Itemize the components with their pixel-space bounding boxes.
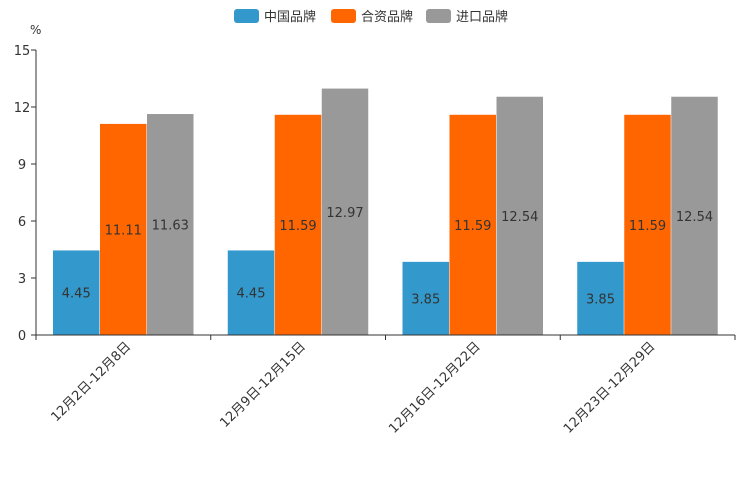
y-tick-label: 12 xyxy=(14,101,31,116)
data-label: 11.59 xyxy=(454,219,491,234)
data-label: 11.11 xyxy=(105,223,142,238)
data-label: 4.45 xyxy=(62,287,91,302)
x-tick-label: 12月2日-12月8日 xyxy=(48,339,134,425)
y-tick-label: 15 xyxy=(14,44,31,59)
y-tick-label: 0 xyxy=(18,329,26,344)
bar-3-2 xyxy=(321,88,369,335)
y-axis: 0 3 6 9 12 15 xyxy=(14,44,37,344)
data-label: 3.85 xyxy=(586,292,615,307)
bar-1-3 xyxy=(402,261,449,335)
bar-2-3 xyxy=(449,114,496,335)
bar-1-1 xyxy=(53,250,100,335)
data-label: 11.59 xyxy=(629,219,666,234)
x-tick-label: 12月9日-12月15日 xyxy=(217,339,309,431)
x-axis: 12月2日-12月8日 12月9日-12月15日 12月16日-12月22日 12月2… xyxy=(35,334,736,437)
legend-label: 进口品牌 xyxy=(456,9,508,25)
data-label: 12.54 xyxy=(676,210,713,225)
bar-2-2 xyxy=(274,114,322,335)
legend-swatch xyxy=(234,9,259,23)
legend-label: 合资品牌 xyxy=(361,9,413,25)
legend-label: 中国品牌 xyxy=(264,9,316,25)
legend-swatch xyxy=(331,9,356,23)
bar-3-1 xyxy=(147,114,194,335)
legend-swatch xyxy=(426,9,451,23)
legend: 中国品牌 合资品牌 进口品牌 xyxy=(234,9,508,25)
x-tick-label: 12月23日-12月29日 xyxy=(561,339,658,436)
x-tick-label: 12月16日-12月22日 xyxy=(386,339,483,436)
bar-2-4 xyxy=(624,114,671,335)
y-tick-label: 9 xyxy=(18,158,26,173)
bar-2-1 xyxy=(100,123,147,335)
data-label: 11.59 xyxy=(279,219,316,234)
bar-3-3 xyxy=(496,96,543,336)
data-label: 12.54 xyxy=(501,210,538,225)
bar-3-4 xyxy=(671,96,718,336)
data-label: 12.97 xyxy=(326,206,363,221)
bars-group: 4.45 11.11 11.63 4.45 11.59 12.97 3.85 11.59 12.… xyxy=(53,88,718,336)
y-tick-label: 6 xyxy=(18,215,26,230)
bar-1-2 xyxy=(227,250,275,335)
data-label: 11.63 xyxy=(152,219,189,234)
y-axis-unit-label: % xyxy=(30,23,41,37)
data-label: 3.85 xyxy=(411,292,440,307)
bar-1-4 xyxy=(577,261,624,335)
y-tick-label: 3 xyxy=(18,272,26,287)
data-label: 4.45 xyxy=(237,287,266,302)
